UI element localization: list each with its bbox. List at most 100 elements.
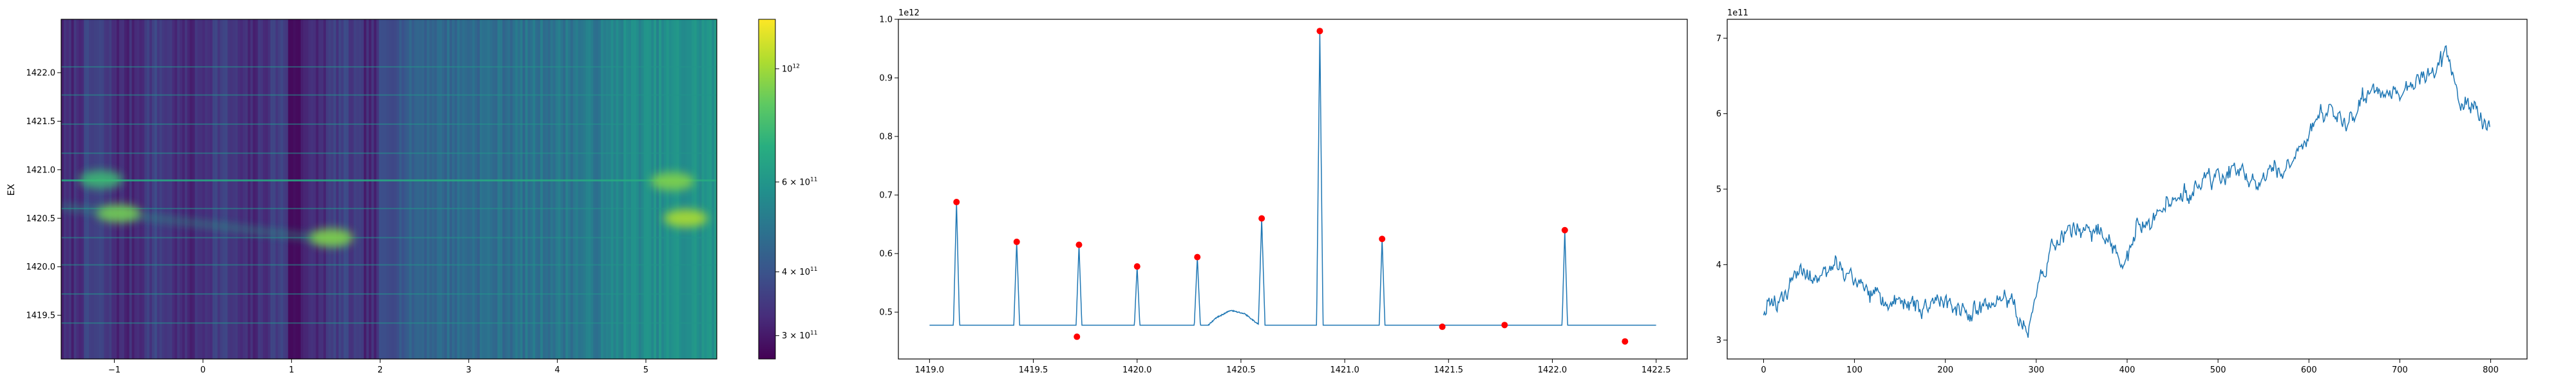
peaks-y-tick-label-4: 0.9 [879, 74, 893, 84]
heatmap-column [618, 19, 621, 359]
heatmap-column [197, 19, 200, 359]
heatmap-x-axis: −1 0 1 2 3 4 5 [108, 359, 649, 375]
peaks-frame [898, 19, 1688, 360]
heatmap-column [154, 19, 158, 359]
heatmap-column [628, 19, 632, 359]
heatmap-column [520, 19, 524, 359]
heatmap-x-tick-label-4: 3 [466, 365, 471, 375]
heatmap-column [323, 19, 327, 359]
heatmap-column [348, 19, 352, 359]
heatmap-column [621, 19, 624, 359]
peaks-y-tick-label-3: 0.8 [879, 133, 893, 142]
heatmap-column [656, 19, 659, 359]
heatmap-column [200, 19, 203, 359]
heatmap-column [169, 19, 173, 359]
heatmap-column [81, 19, 84, 359]
heatmap-column [131, 19, 135, 359]
peaks-x-tick-label-1: 1419.5 [1019, 365, 1048, 375]
peaks-x-tick-label-2: 1420.0 [1122, 365, 1152, 375]
heatmap-column [706, 19, 710, 359]
peak-marker-2 [1074, 333, 1081, 340]
heatmap-column [214, 19, 218, 359]
heatmap-column [71, 19, 75, 359]
heatmap-column [588, 19, 591, 359]
heatmap-column [535, 19, 538, 359]
peaks-x-tick-label-5: 1421.5 [1434, 365, 1464, 375]
heatmap-column [542, 19, 546, 359]
heatmap-column [119, 19, 122, 359]
heatmap-column [328, 19, 332, 359]
heatmap-column [688, 19, 692, 359]
heatmap-column [184, 19, 188, 359]
heatmap-column [553, 19, 556, 359]
peaks-x-tick-label-6: 1422.0 [1538, 365, 1567, 375]
heatmap-faint-line-3 [61, 237, 717, 239]
heatmap-column [409, 19, 412, 359]
peak-marker-9 [1439, 323, 1446, 330]
heatmap-column [205, 19, 208, 359]
heatmap-faint-line-4 [61, 208, 717, 210]
heatmap-column [434, 19, 437, 359]
heatmap-column [515, 19, 518, 359]
heatmap-column [270, 19, 274, 359]
heatmap-column [437, 19, 440, 359]
heatmap-column [361, 19, 365, 359]
heatmap-column [701, 19, 705, 359]
heatmap-column [293, 19, 296, 359]
heatmap-column [479, 19, 483, 359]
heatmap-column [288, 19, 291, 359]
heatmap-column [447, 19, 450, 359]
heatmap-column [268, 19, 271, 359]
heatmap-blob-2 [309, 228, 354, 247]
heatmap-column [194, 19, 198, 359]
heatmap-column [505, 19, 508, 359]
heatmap-column [159, 19, 163, 359]
heatmap-column [379, 19, 382, 359]
heatmap-y-tick-label-0: 1419.5 [26, 311, 56, 321]
heatmap-column [73, 19, 77, 359]
trend-panel: 0 100 200 300 400 500 600 700 800 3 4 5 6 7 1e11 [1716, 8, 2528, 375]
trend-x-tick-label-3: 300 [2028, 365, 2044, 375]
heatmap-column [298, 19, 301, 359]
colorbar-bar [758, 19, 776, 360]
heatmap-column [550, 19, 554, 359]
heatmap-column [462, 19, 466, 359]
heatmap-column [646, 19, 649, 359]
heatmap-column [359, 19, 362, 359]
heatmap-column [431, 19, 435, 359]
heatmap-column [449, 19, 453, 359]
heatmap-column [182, 19, 185, 359]
peaks-series-line [929, 31, 1656, 326]
peaks-markers [953, 28, 1629, 345]
heatmap-column [512, 19, 516, 359]
heatmap-column [333, 19, 337, 359]
heatmap-faint-line-1 [61, 293, 717, 295]
heatmap-image [61, 19, 717, 359]
heatmap-column [137, 19, 140, 359]
peaks-y-axis: 0.5 0.6 0.7 0.8 0.9 1.0 [879, 15, 898, 318]
trend-y-axis: 3 4 5 6 7 [1716, 34, 1727, 345]
heatmap-column [321, 19, 324, 359]
heatmap-column [162, 19, 166, 359]
heatmap-column [296, 19, 299, 359]
heatmap-column [156, 19, 160, 359]
heatmap-column [651, 19, 654, 359]
heatmap-column [547, 19, 551, 359]
heatmap-column [714, 19, 717, 359]
heatmap-column [643, 19, 647, 359]
heatmap-column [313, 19, 317, 359]
heatmap-column [467, 19, 470, 359]
heatmap-column [389, 19, 392, 359]
heatmap-column [630, 19, 634, 359]
heatmap-blob-3 [663, 209, 708, 228]
peak-marker-11 [1561, 226, 1568, 234]
heatmap-column [414, 19, 417, 359]
heatmap-column [303, 19, 307, 359]
heatmap-column [525, 19, 528, 359]
heatmap-column [275, 19, 279, 359]
peak-marker-7 [1316, 28, 1323, 35]
heatmap-column [492, 19, 496, 359]
heatmap-column [444, 19, 448, 359]
heatmap-column [63, 19, 67, 359]
